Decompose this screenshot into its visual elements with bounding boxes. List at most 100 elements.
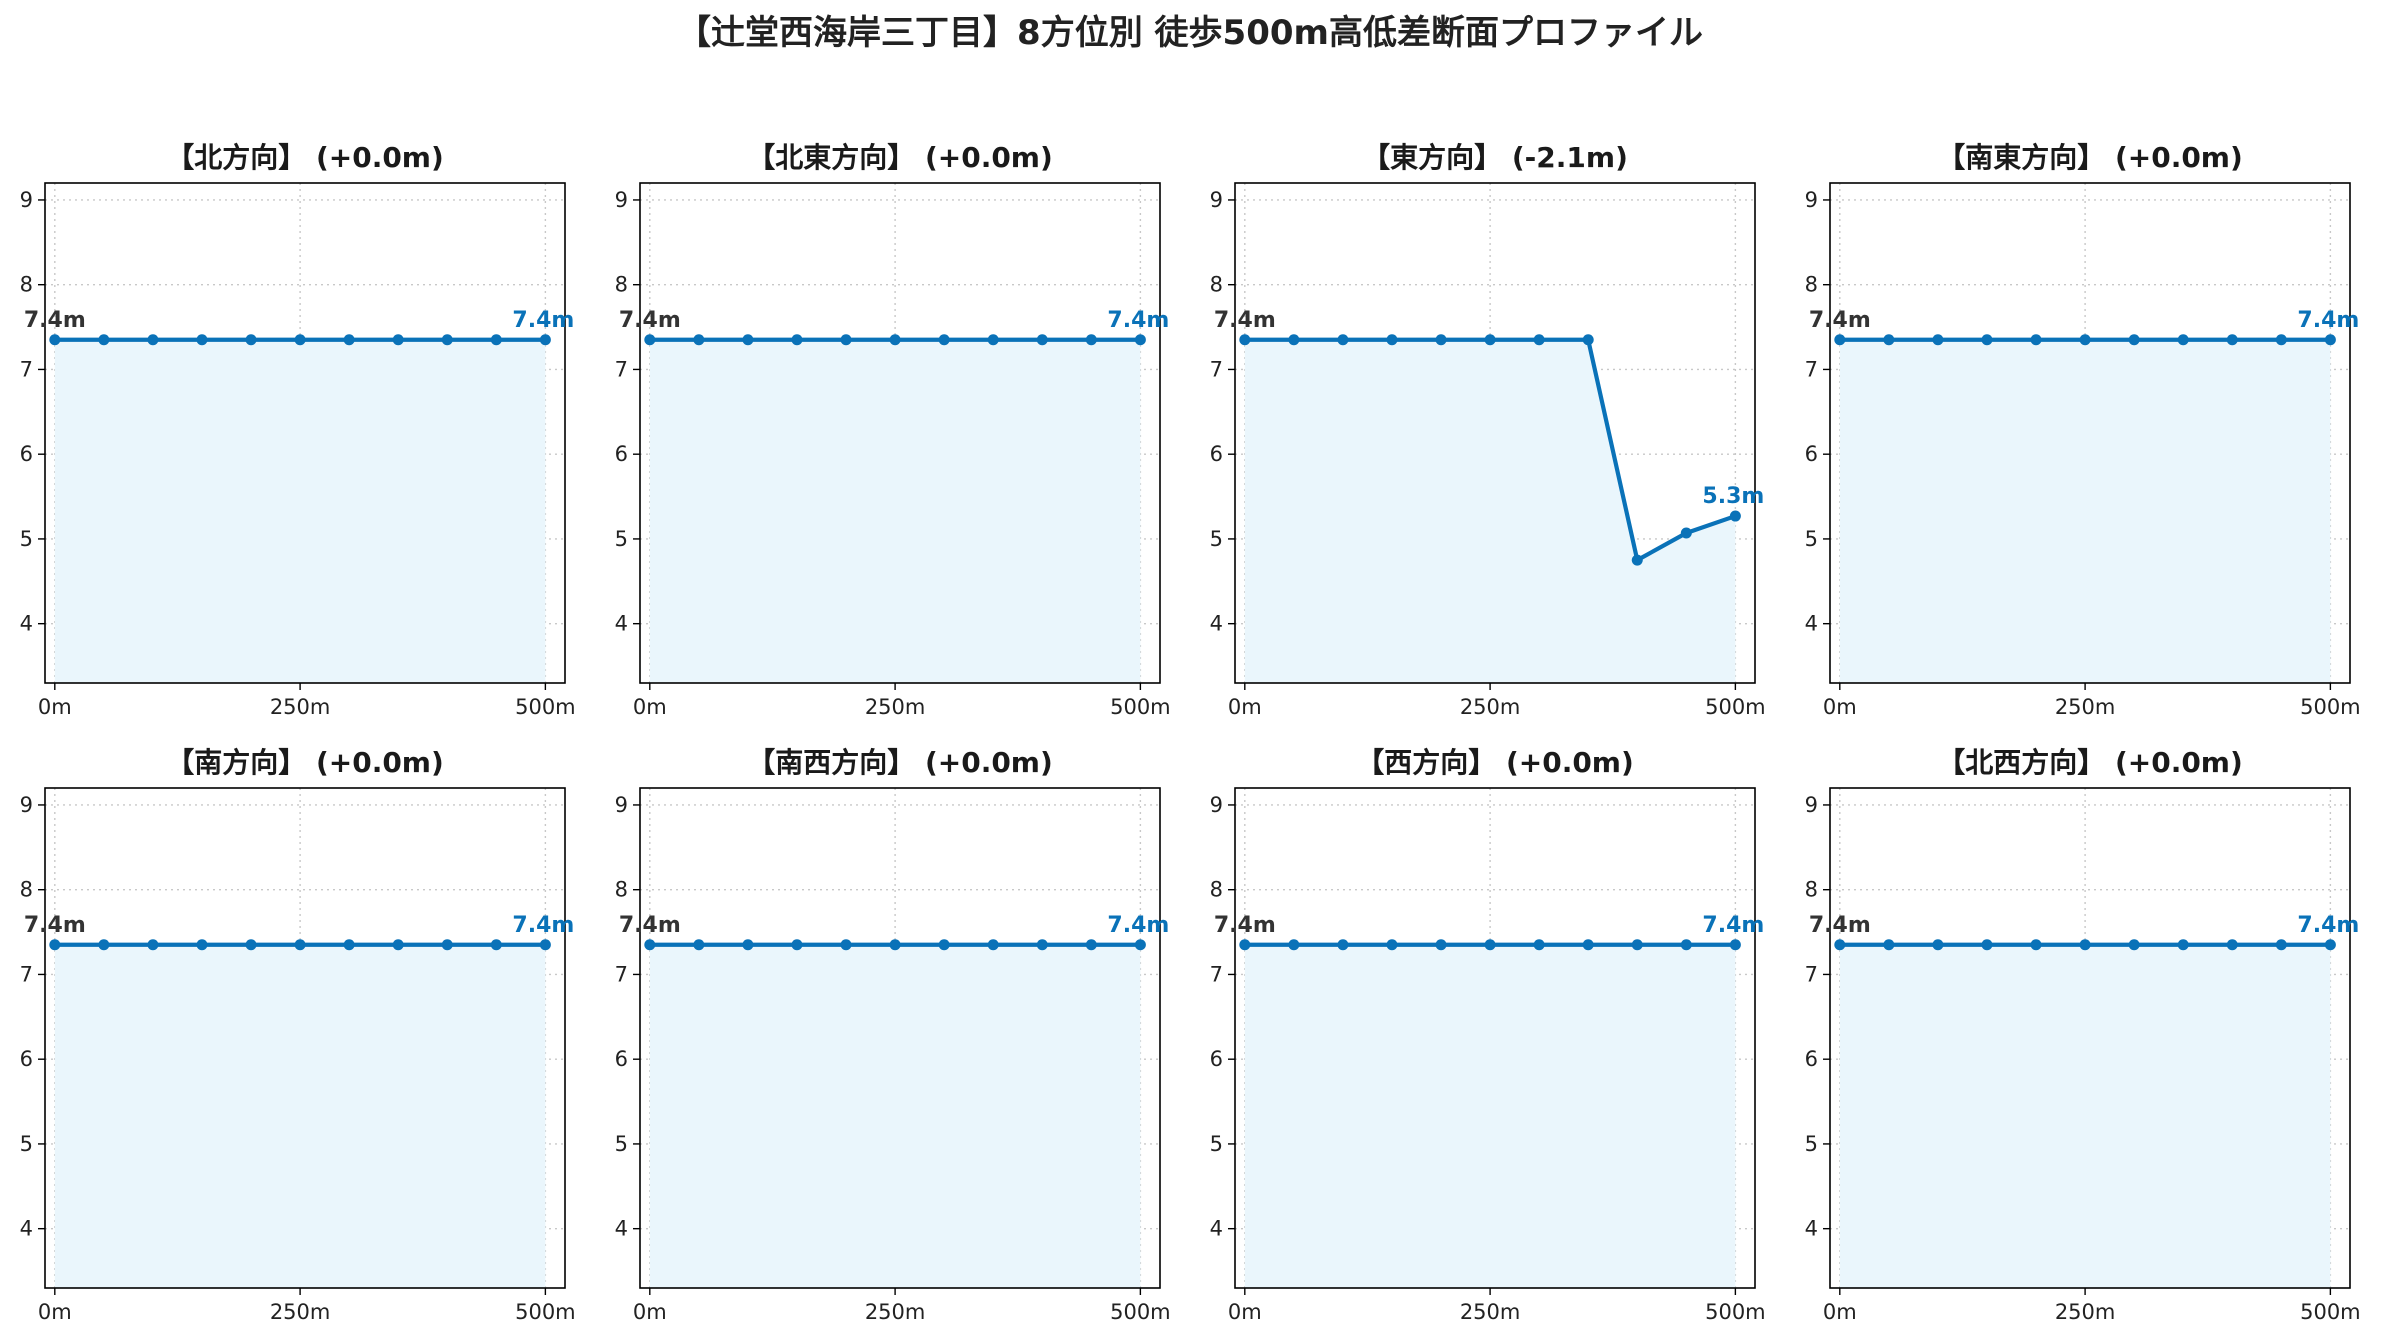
data-point <box>938 939 950 951</box>
data-point <box>147 334 159 346</box>
area-fill <box>649 339 1141 683</box>
y-tick-label: 9 <box>1805 793 1818 817</box>
x-tick-label: 0m <box>1823 1300 1857 1324</box>
y-tick-label: 9 <box>1210 188 1223 212</box>
start-elevation-label: 7.4m <box>1809 308 1871 333</box>
axes-frame <box>1829 182 2351 684</box>
data-point <box>840 939 852 951</box>
data-point <box>2226 334 2238 346</box>
chart-panel: 【西方向】 (+0.0m) 0m 250m 500m 4 5 6 7 8 9 7.4m 7.4m <box>1210 746 1766 1324</box>
x-tick-label: 0m <box>1823 695 1857 719</box>
axes-frame <box>1234 787 1756 1289</box>
data-point <box>343 939 355 951</box>
x-tick-label: 500m <box>1110 1300 1171 1324</box>
data-point <box>245 334 257 346</box>
x-tick-label: 250m <box>2055 695 2116 719</box>
y-tick-label: 6 <box>20 1047 33 1071</box>
data-point <box>1085 334 1097 346</box>
axes-frame <box>44 787 566 1289</box>
y-tick-label: 6 <box>1210 1047 1223 1071</box>
y-tick-label: 7 <box>1805 962 1818 986</box>
y-tick-label: 4 <box>1805 612 1818 636</box>
x-tick-label: 0m <box>1228 1300 1262 1324</box>
y-tick-label: 6 <box>1210 442 1223 466</box>
x-tick-label: 500m <box>515 1300 576 1324</box>
start-elevation-label: 7.4m <box>619 913 681 938</box>
start-elevation-label: 7.4m <box>1214 308 1276 333</box>
data-point <box>2128 334 2140 346</box>
y-tick-label: 9 <box>20 188 33 212</box>
x-tick-label: 250m <box>1460 695 1521 719</box>
data-point <box>1484 334 1496 346</box>
data-point <box>1386 939 1398 951</box>
data-point <box>2030 939 2042 951</box>
data-point <box>1834 939 1846 951</box>
x-tick-label: 500m <box>515 695 576 719</box>
y-tick-label: 9 <box>1210 793 1223 817</box>
x-tick-label: 0m <box>38 1300 72 1324</box>
end-elevation-label: 7.4m <box>1107 308 1169 333</box>
end-elevation-label: 7.4m <box>512 913 574 938</box>
data-point <box>1582 939 1594 951</box>
chart-panel: 【南西方向】 (+0.0m) 0m 250m 500m 4 5 6 7 8 9 7.4m 7.4m <box>615 746 1171 1324</box>
panel-title: 【北方向】 (+0.0m) <box>166 141 444 174</box>
data-point <box>1288 334 1300 346</box>
data-point <box>2275 334 2287 346</box>
data-point <box>693 939 705 951</box>
y-tick-label: 5 <box>1805 527 1818 551</box>
data-point <box>1134 334 1146 346</box>
data-point <box>742 334 754 346</box>
data-point <box>1883 939 1895 951</box>
end-elevation-label: 7.4m <box>2297 913 2359 938</box>
y-tick-label: 4 <box>1210 1217 1223 1241</box>
y-tick-label: 6 <box>1805 1047 1818 1071</box>
panel-title: 【西方向】 (+0.0m) <box>1356 746 1634 779</box>
data-point <box>1337 334 1349 346</box>
figure-title: 【辻堂西海岸三丁目】8方位別 徒歩500m高低差断面プロファイル <box>677 13 1703 53</box>
y-tick-label: 7 <box>1210 357 1223 381</box>
start-elevation-label: 7.4m <box>1214 913 1276 938</box>
chart-panel: 【南方向】 (+0.0m) 0m 250m 500m 4 5 6 7 8 9 7.4m 7.4m <box>20 746 576 1324</box>
x-tick-label: 250m <box>1460 1300 1521 1324</box>
panel-title: 【北東方向】 (+0.0m) <box>747 141 1053 174</box>
data-point <box>1729 510 1741 522</box>
y-tick-label: 5 <box>1210 1132 1223 1156</box>
data-point <box>1239 334 1251 346</box>
area-fill <box>1839 339 2331 683</box>
y-tick-label: 5 <box>615 527 628 551</box>
data-point <box>98 939 110 951</box>
data-point <box>294 334 306 346</box>
y-tick-label: 7 <box>1210 962 1223 986</box>
data-point <box>1631 939 1643 951</box>
x-tick-label: 0m <box>1228 695 1262 719</box>
y-tick-label: 8 <box>1805 273 1818 297</box>
panel-title: 【北西方向】 (+0.0m) <box>1937 746 2243 779</box>
x-tick-label: 250m <box>270 695 331 719</box>
data-point <box>693 334 705 346</box>
chart-panel: 【北東方向】 (+0.0m) 0m 250m 500m 4 5 6 7 8 9 7.4m 7.4m <box>615 141 1171 719</box>
axes-frame <box>44 182 566 684</box>
x-tick-label: 500m <box>1705 1300 1766 1324</box>
data-point <box>987 334 999 346</box>
axes-frame <box>1234 182 1756 684</box>
chart-panel: 【北西方向】 (+0.0m) 0m 250m 500m 4 5 6 7 8 9 7.4m 7.4m <box>1805 746 2361 1324</box>
area-fill <box>1244 339 1736 683</box>
start-elevation-label: 7.4m <box>24 308 86 333</box>
data-point <box>2324 334 2336 346</box>
data-point <box>441 939 453 951</box>
x-tick-label: 250m <box>2055 1300 2116 1324</box>
data-point <box>196 939 208 951</box>
end-elevation-label: 7.4m <box>1107 913 1169 938</box>
x-tick-label: 0m <box>38 695 72 719</box>
data-point <box>490 939 502 951</box>
y-tick-label: 9 <box>615 188 628 212</box>
y-tick-label: 8 <box>615 273 628 297</box>
x-tick-label: 250m <box>270 1300 331 1324</box>
x-tick-label: 500m <box>2300 695 2361 719</box>
data-point <box>490 334 502 346</box>
end-elevation-label: 7.4m <box>512 308 574 333</box>
data-point <box>1834 334 1846 346</box>
data-point <box>1386 334 1398 346</box>
start-elevation-label: 7.4m <box>1809 913 1871 938</box>
data-point <box>1337 939 1349 951</box>
